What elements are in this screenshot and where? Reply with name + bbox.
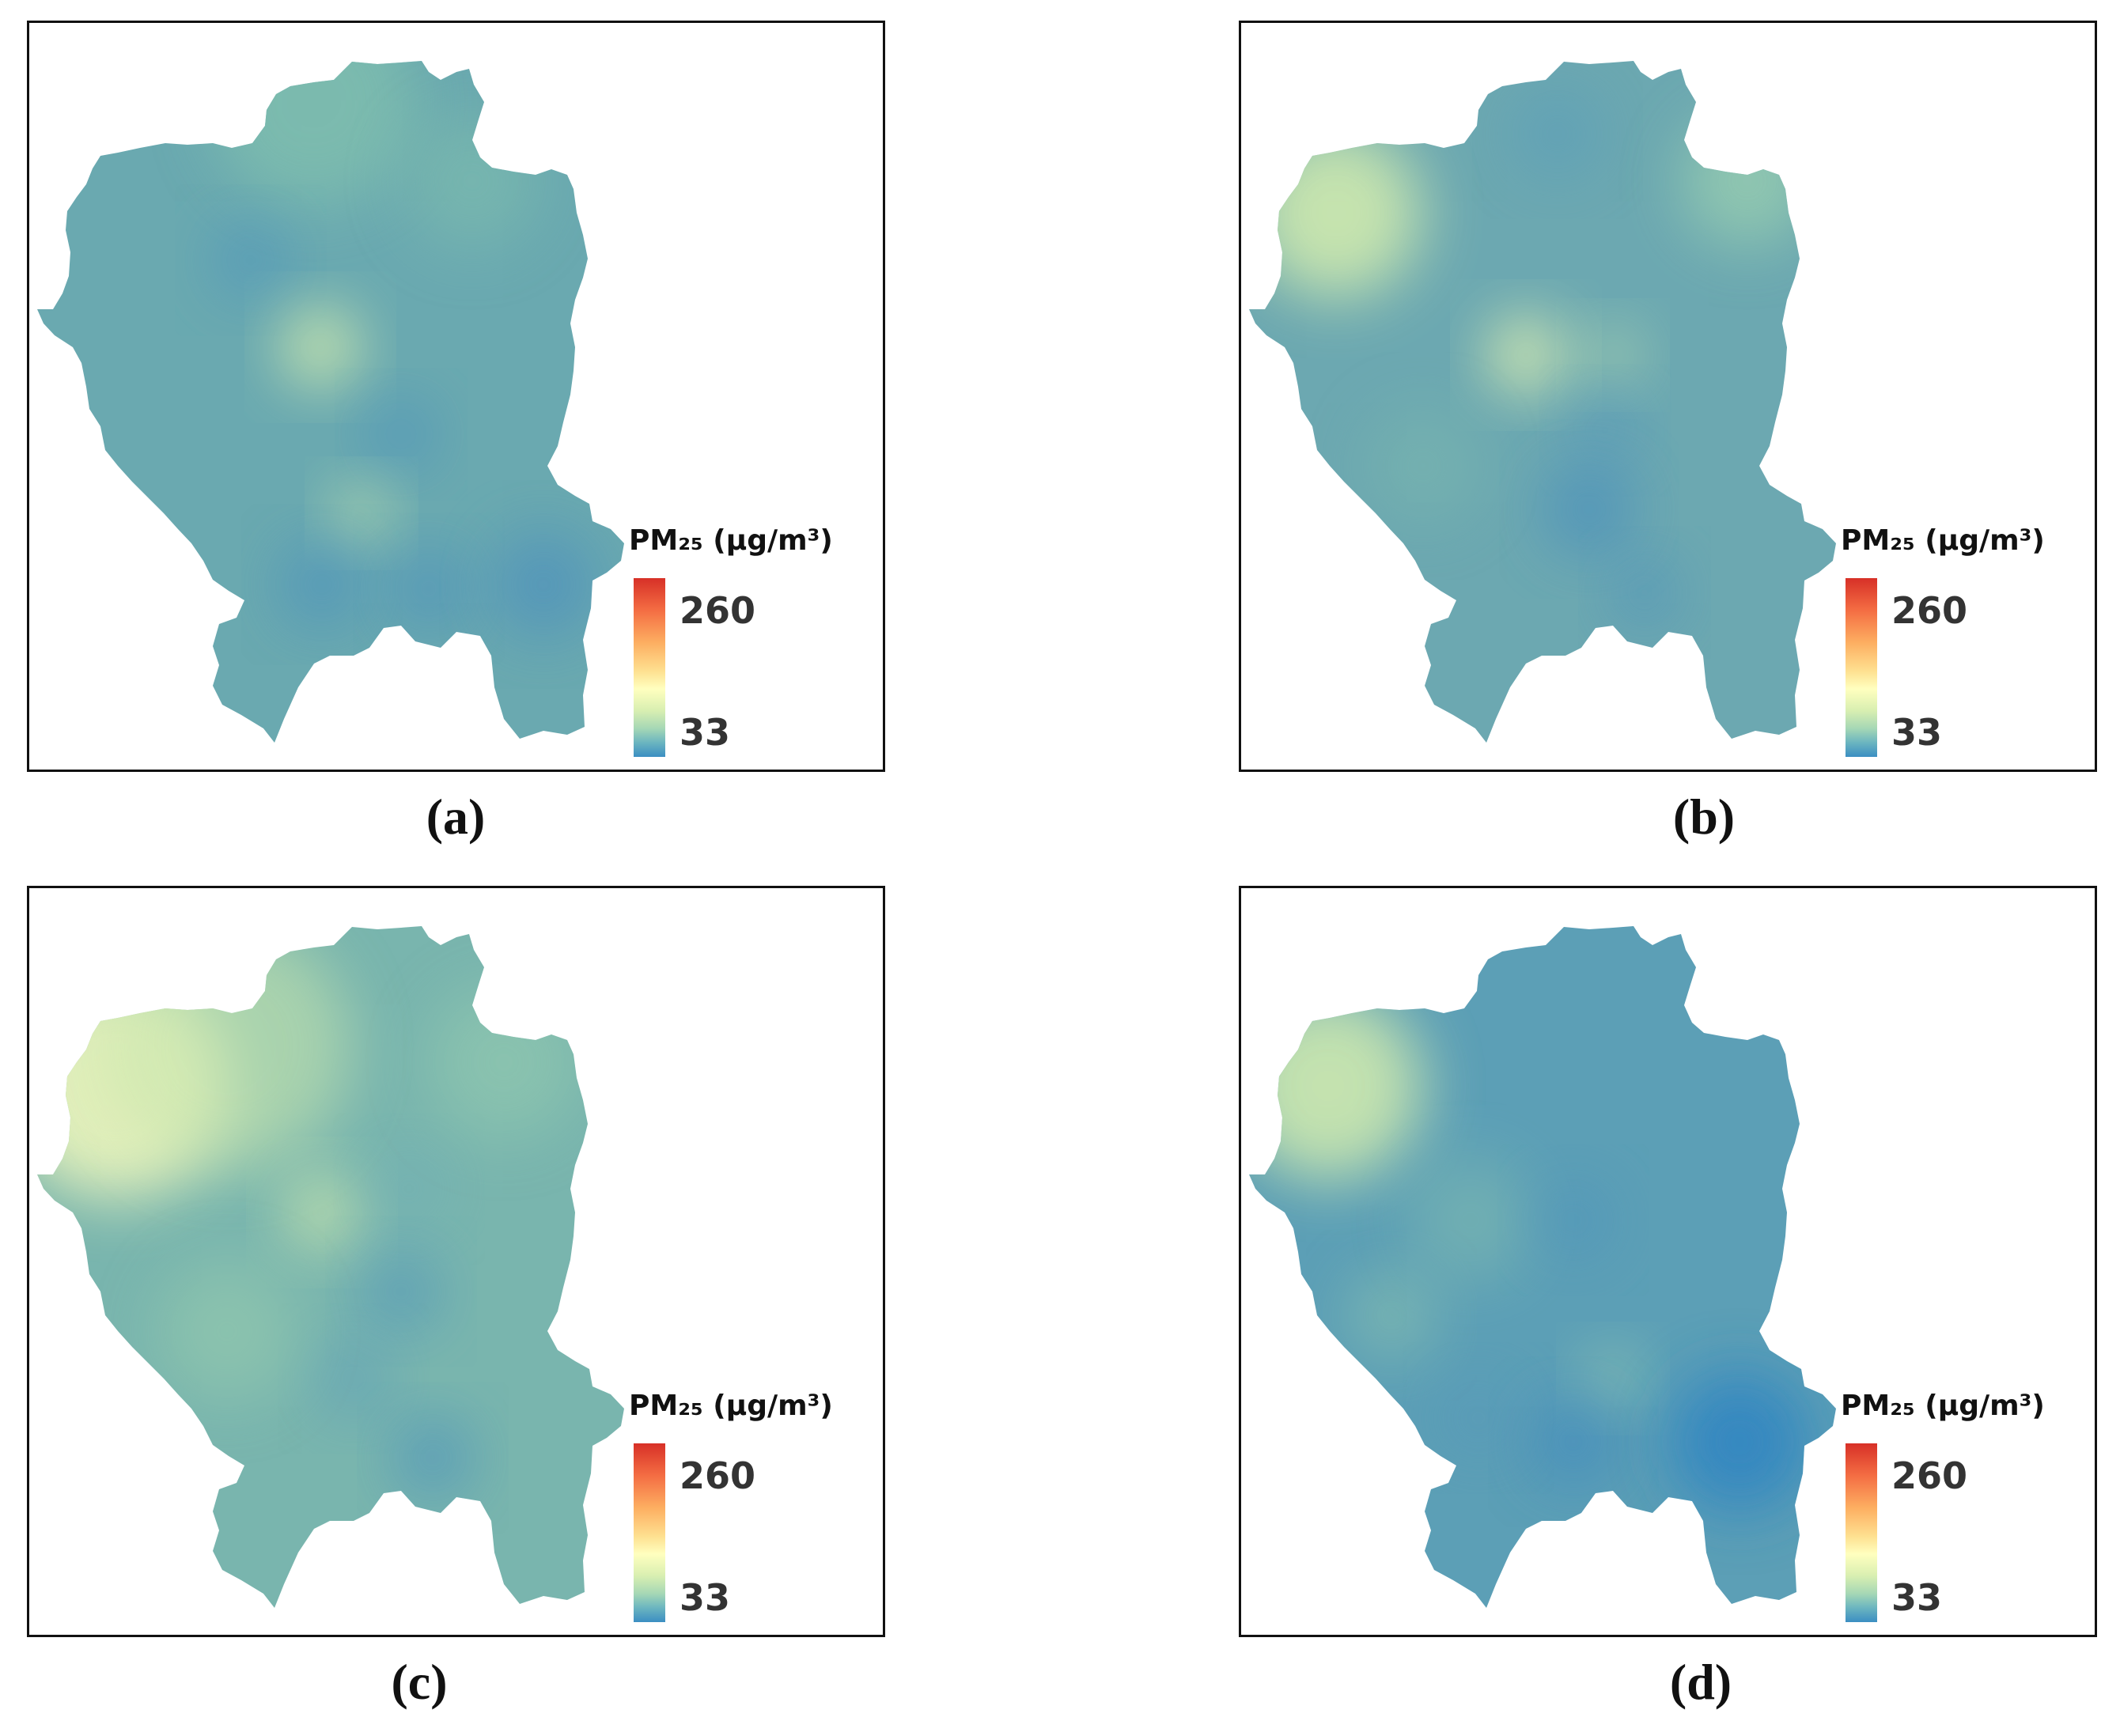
pm25-map-b bbox=[1249, 61, 1836, 743]
concentration-hotspot bbox=[1611, 559, 1678, 626]
legend-title: PM₂₅ (μg/m³) bbox=[629, 524, 833, 557]
concentration-hotspot bbox=[1409, 1159, 1532, 1282]
concentration-hotspot bbox=[1251, 127, 1422, 298]
legend-max-label: 260 bbox=[680, 589, 756, 632]
pm25-map-a bbox=[37, 61, 624, 743]
concentration-hotspot bbox=[363, 1254, 439, 1329]
map-panel-d: PM₂₅ (μg/m³) 260 33 bbox=[1239, 886, 2097, 1637]
legend-colorbar bbox=[1846, 578, 1877, 757]
concentration-hotspot bbox=[1249, 991, 1423, 1181]
concentration-hotspot bbox=[371, 1151, 447, 1227]
concentration-hotspot bbox=[213, 222, 289, 298]
concentration-hotspot bbox=[368, 401, 434, 467]
legend-title: PM₂₅ (μg/m³) bbox=[1841, 1390, 2045, 1422]
concentration-hotspot bbox=[1531, 1399, 1616, 1484]
concentration-hotspot bbox=[1488, 317, 1564, 393]
legend-colorbar bbox=[1846, 1443, 1877, 1622]
concentration-hotspot bbox=[406, 115, 539, 248]
concentration-hotspot bbox=[333, 485, 390, 542]
legend-colorbar bbox=[634, 578, 665, 757]
concentration-hotspot bbox=[1584, 327, 1641, 384]
legend-max-label: 260 bbox=[1891, 589, 1968, 632]
concentration-hotspot bbox=[1668, 1371, 1811, 1513]
concentration-hotspot bbox=[1440, 1380, 1516, 1456]
concentration-hotspot bbox=[1366, 409, 1480, 523]
concentration-hotspot bbox=[428, 986, 580, 1138]
legend-colorbar bbox=[634, 1443, 665, 1622]
panel-caption-c: (c) bbox=[391, 1654, 448, 1710]
panel-caption-d: (d) bbox=[1669, 1654, 1732, 1710]
concentration-hotspot bbox=[284, 1174, 360, 1250]
panel-caption-b: (b) bbox=[1672, 789, 1736, 845]
concentration-hotspot bbox=[1544, 464, 1634, 554]
concentration-hotspot bbox=[491, 532, 596, 637]
panel-caption-a: (a) bbox=[426, 789, 486, 845]
legend-min-label: 33 bbox=[680, 1576, 731, 1619]
map-panel-a: PM₂₅ (μg/m³) 260 33 bbox=[27, 21, 885, 772]
concentration-hotspot bbox=[316, 1341, 392, 1416]
map-panel-b: PM₂₅ (μg/m³) 260 33 bbox=[1239, 21, 2097, 772]
concentration-hotspot bbox=[1515, 91, 1600, 176]
legend-min-label: 33 bbox=[680, 711, 731, 754]
concentration-field bbox=[210, 61, 596, 637]
concentration-hotspot bbox=[210, 61, 418, 206]
legend-title: PM₂₅ (μg/m³) bbox=[629, 1390, 833, 1422]
pm25-map-c bbox=[37, 926, 624, 1608]
pm25-map-d bbox=[1249, 926, 1836, 1608]
concentration-hotspot bbox=[282, 309, 358, 385]
concentration-hotspot bbox=[1535, 1182, 1611, 1258]
concentration-hotspot bbox=[1584, 1350, 1641, 1407]
concentration-hotspot bbox=[282, 544, 362, 625]
concentration-field bbox=[1249, 991, 1811, 1513]
concentration-hotspot bbox=[156, 1260, 298, 1402]
map-panel-c: PM₂₅ (μg/m³) 260 33 bbox=[27, 886, 885, 1637]
concentration-hotspot bbox=[1572, 397, 1638, 463]
concentration-hotspot bbox=[1681, 115, 1814, 248]
legend-title: PM₂₅ (μg/m³) bbox=[1841, 524, 2045, 557]
legend-min-label: 33 bbox=[1891, 1576, 1943, 1619]
legend-max-label: 260 bbox=[1891, 1454, 1968, 1497]
legend-max-label: 260 bbox=[680, 1454, 756, 1497]
concentration-hotspot bbox=[1349, 1273, 1434, 1358]
concentration-hotspot bbox=[395, 1420, 471, 1496]
concentration-hotspot bbox=[104, 926, 350, 1170]
legend-min-label: 33 bbox=[1891, 711, 1943, 754]
concentration-hotspot bbox=[391, 550, 467, 626]
